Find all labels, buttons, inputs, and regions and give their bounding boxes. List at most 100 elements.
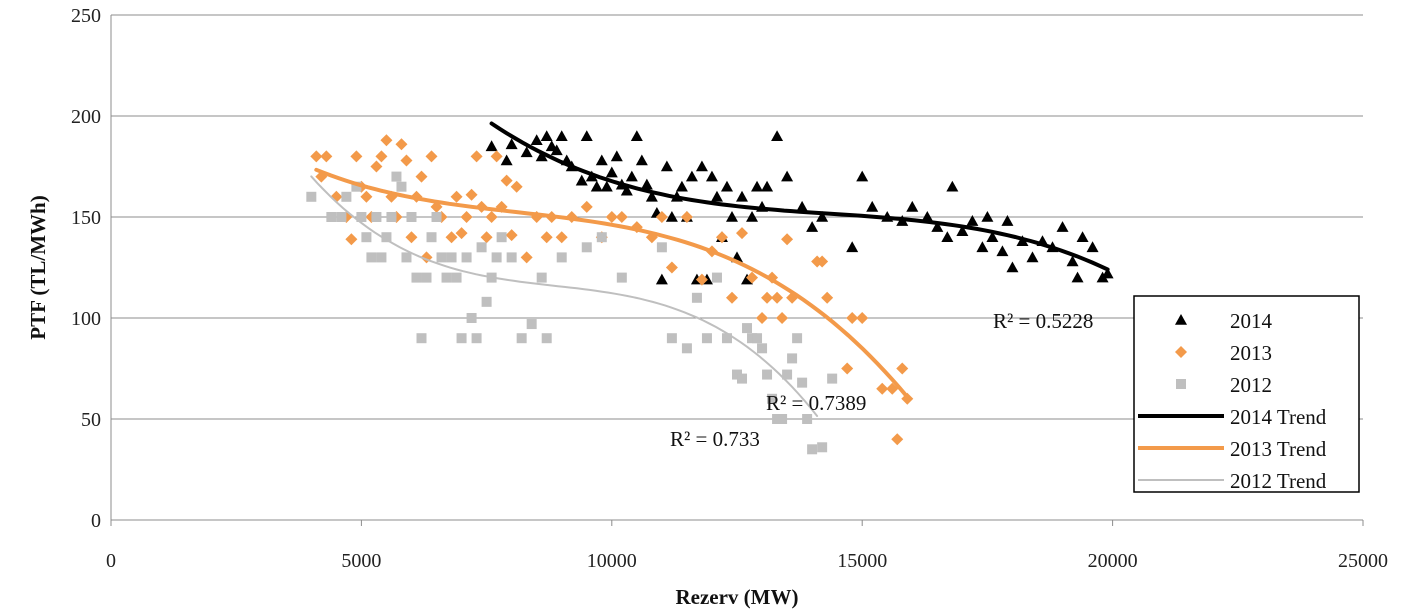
data-point-2013 — [345, 233, 357, 245]
data-point-2014 — [746, 211, 758, 222]
legend-label: 2014 — [1230, 309, 1273, 333]
data-point-2012 — [336, 212, 346, 222]
x-tick-label: 0 — [106, 550, 116, 572]
data-point-2012 — [617, 273, 627, 283]
data-point-2012 — [657, 242, 667, 252]
data-point-2012 — [427, 232, 437, 242]
data-point-2013 — [776, 312, 788, 324]
data-point-2013 — [506, 229, 518, 241]
data-point-2014 — [666, 211, 678, 222]
data-point-2014 — [1087, 241, 1099, 252]
data-point-2012 — [401, 252, 411, 262]
data-point-2012 — [797, 378, 807, 388]
data-point-2014 — [781, 171, 793, 182]
data-point-2013 — [501, 175, 513, 187]
trend-line — [316, 170, 907, 397]
data-point-2012 — [306, 192, 316, 202]
data-point-2012 — [462, 252, 472, 262]
data-point-2012 — [702, 333, 712, 343]
data-point-2013 — [771, 292, 783, 304]
data-point-2012 — [467, 313, 477, 323]
data-point-2014 — [976, 241, 988, 252]
data-point-2014 — [1057, 221, 1069, 232]
data-point-2012 — [341, 192, 351, 202]
data-point-2012 — [457, 333, 467, 343]
data-point-2014 — [696, 161, 708, 172]
y-tick-label: 50 — [81, 409, 101, 431]
data-point-2014 — [996, 245, 1008, 256]
data-point-2012 — [507, 252, 517, 262]
data-point-2014 — [631, 130, 643, 141]
data-point-2012 — [391, 172, 401, 182]
data-point-2012 — [817, 442, 827, 452]
data-point-2012 — [682, 343, 692, 353]
data-point-2014 — [771, 130, 783, 141]
data-point-2013 — [360, 191, 372, 203]
data-point-2014 — [866, 201, 878, 212]
data-point-2012 — [537, 273, 547, 283]
data-point-2014 — [736, 191, 748, 202]
data-point-2013 — [856, 312, 868, 324]
data-point-2012 — [582, 242, 592, 252]
data-point-2014 — [611, 150, 623, 161]
data-point-2013 — [891, 433, 903, 445]
legend-marker-2012 — [1176, 379, 1186, 389]
data-point-2012 — [597, 232, 607, 242]
data-point-2012 — [492, 252, 502, 262]
data-point-2014 — [576, 175, 588, 186]
data-point-2013 — [466, 189, 478, 201]
data-point-2013 — [896, 363, 908, 375]
data-point-2012 — [361, 232, 371, 242]
legend-label: 2013 — [1230, 341, 1272, 365]
legend-label: 2012 — [1230, 373, 1272, 397]
x-tick-label: 15000 — [837, 550, 887, 572]
data-point-2014 — [661, 161, 673, 172]
data-point-2012 — [366, 252, 376, 262]
data-point-2014 — [946, 181, 958, 192]
data-point-2014 — [656, 274, 668, 285]
data-point-2013 — [581, 201, 593, 213]
data-point-2013 — [451, 191, 463, 203]
data-point-2014 — [761, 181, 773, 192]
y-tick-label: 0 — [91, 510, 101, 532]
data-point-2013 — [841, 363, 853, 375]
data-point-2013 — [666, 262, 678, 274]
y-axis-title: PTF (TL/MWh) — [26, 195, 50, 339]
data-point-2013 — [400, 154, 412, 166]
data-point-2012 — [447, 252, 457, 262]
x-tick-label: 20000 — [1088, 550, 1138, 572]
data-point-2012 — [752, 333, 762, 343]
legend-label: 2013 Trend — [1230, 437, 1327, 461]
data-point-2014 — [501, 154, 513, 165]
data-point-2013 — [756, 312, 768, 324]
data-point-2012 — [762, 370, 772, 380]
data-point-2012 — [376, 252, 386, 262]
data-point-2012 — [371, 212, 381, 222]
data-point-2013 — [370, 161, 382, 173]
data-point-2014 — [686, 171, 698, 182]
data-point-2012 — [542, 333, 552, 343]
data-point-2014 — [846, 241, 858, 252]
data-point-2014 — [626, 171, 638, 182]
data-point-2014 — [721, 181, 733, 192]
y-tick-label: 150 — [71, 207, 101, 229]
data-point-2013 — [556, 231, 568, 243]
data-point-2012 — [411, 273, 421, 283]
data-point-2012 — [787, 353, 797, 363]
legend-label: 2012 Trend — [1230, 469, 1327, 493]
data-point-2012 — [477, 242, 487, 252]
data-point-2012 — [742, 323, 752, 333]
data-point-2012 — [416, 333, 426, 343]
data-point-2014 — [706, 171, 718, 182]
data-point-2012 — [472, 333, 482, 343]
data-point-2013 — [471, 150, 483, 162]
data-point-2013 — [521, 251, 533, 263]
data-point-2013 — [405, 231, 417, 243]
data-point-2012 — [422, 273, 432, 283]
r-squared-label: R² = 0.5228 — [993, 309, 1093, 333]
data-point-2014 — [636, 154, 648, 165]
data-point-2013 — [481, 231, 493, 243]
data-point-2012 — [396, 182, 406, 192]
data-point-2013 — [726, 292, 738, 304]
data-point-2012 — [802, 414, 812, 424]
